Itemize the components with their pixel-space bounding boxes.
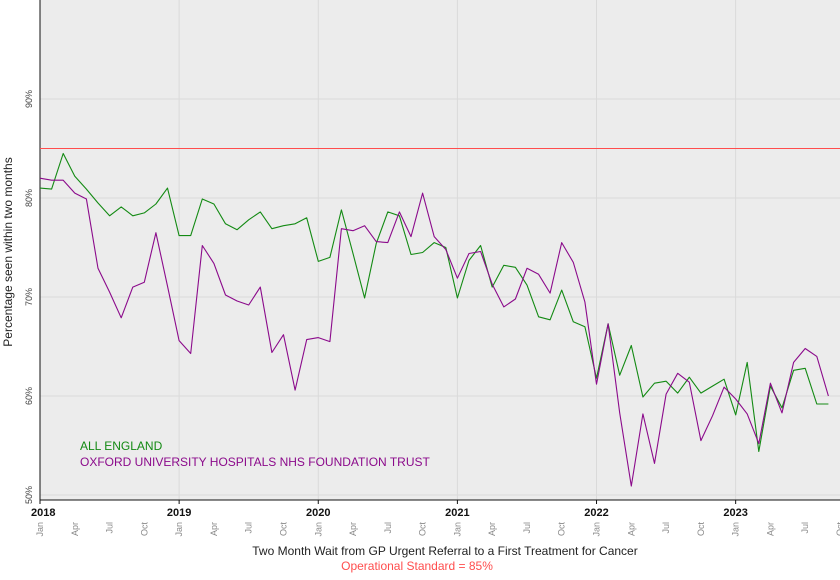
x-month-label: Jul <box>522 522 532 534</box>
y-axis-title: Percentage seen within two months <box>1 157 15 346</box>
x-month-label: Jan <box>174 522 184 537</box>
x-month-label: Apr <box>70 522 80 536</box>
x-month-label: Oct <box>696 522 706 537</box>
x-year-label: 2018 <box>31 507 55 519</box>
legend: ALL ENGLAND OXFORD UNIVERSITY HOSPITALS … <box>80 439 430 469</box>
y-tick-label: 60% <box>24 387 34 405</box>
x-month-label: Apr <box>348 522 358 536</box>
y-tick-label: 80% <box>24 189 34 207</box>
x-month-label: Oct <box>835 522 840 537</box>
y-tick-label: 50% <box>24 486 34 504</box>
x-month-label: Apr <box>626 522 636 536</box>
x-month-label: Oct <box>418 522 428 537</box>
plot-background <box>40 0 840 500</box>
x-month-label: Jul <box>661 522 671 534</box>
x-month-label: Apr <box>765 522 775 536</box>
x-month-label: Oct <box>557 522 567 537</box>
x-month-label: Apr <box>487 522 497 536</box>
x-axis-ticks: 2018 2019 2020 2021 2022 2023 Jan Apr Jul Oct Jan A… <box>31 500 840 537</box>
x-year-label: 2022 <box>584 507 608 519</box>
gridlines <box>39 0 840 500</box>
x-month-label: Jan <box>35 522 45 537</box>
legend-entry-all-england: ALL ENGLAND <box>80 439 163 453</box>
x-month-label: Jul <box>105 522 115 534</box>
x-year-label: 2019 <box>167 507 191 519</box>
x-month-label: Jul <box>800 522 810 534</box>
x-month-label: Jan <box>592 522 602 537</box>
y-tick-label: 90% <box>24 90 34 108</box>
x-year-label: 2020 <box>306 507 330 519</box>
x-month-label: Jan <box>452 522 462 537</box>
x-month-label: Jan <box>731 522 741 537</box>
y-axis-ticks: 50% 60% 70% 80% 90% <box>24 90 34 504</box>
x-year-label: 2021 <box>445 507 469 519</box>
x-month-label: Jul <box>244 522 254 534</box>
x-month-label: Jul <box>383 522 393 534</box>
x-month-label: Oct <box>139 522 149 537</box>
series-line-oxford <box>39 177 829 487</box>
series-lines <box>39 152 829 487</box>
legend-entry-oxford: OXFORD UNIVERSITY HOSPITALS NHS FOUNDATI… <box>80 455 430 469</box>
x-month-label: Apr <box>209 522 219 536</box>
x-month-label: Jan <box>313 522 323 537</box>
y-tick-label: 70% <box>24 288 34 306</box>
x-month-label: Oct <box>278 522 288 537</box>
x-year-label: 2023 <box>723 507 747 519</box>
operational-standard-caption: Operational Standard = 85% <box>341 559 493 573</box>
x-axis-title: Two Month Wait from GP Urgent Referral t… <box>252 544 637 558</box>
series-line-all-england <box>39 152 829 453</box>
